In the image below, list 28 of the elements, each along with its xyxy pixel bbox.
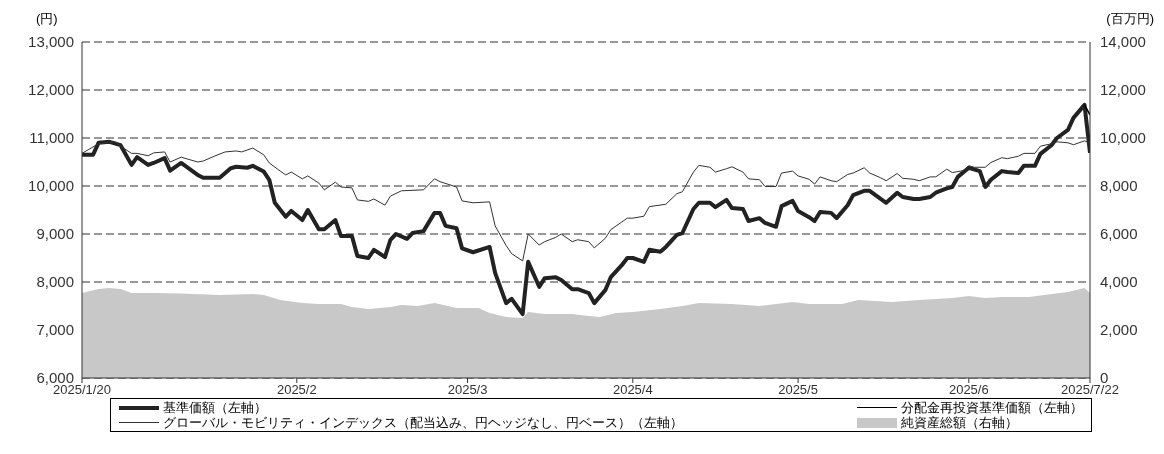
- x-tick-label: 2025/4: [612, 382, 653, 398]
- legend-label: 基準価額（左軸）: [163, 400, 267, 415]
- line-series: [82, 102, 1090, 317]
- y2-tick-label: 10,000: [1100, 129, 1146, 147]
- y2-tick-label: 8,000: [1100, 177, 1138, 195]
- y-tick-label: 10,000: [28, 177, 74, 195]
- x-tick-label: 2025/3: [447, 382, 488, 398]
- y2-tick-label: 6,000: [1100, 225, 1138, 243]
- y-axis-title: (円): [36, 10, 58, 28]
- y2-axis-title: (百万円): [1106, 10, 1154, 28]
- y-tick-label: 13,000: [28, 33, 74, 51]
- y-tick-label: 12,000: [28, 81, 74, 99]
- x-tick-label: 2025/1/20: [53, 382, 111, 398]
- legend-label: 分配金再投資基準価額（左軸）: [901, 400, 1083, 415]
- y2-tick-label: 14,000: [1100, 33, 1146, 51]
- y-tick-label: 8,000: [36, 273, 74, 291]
- x-tick-label: 2025/6: [948, 382, 989, 398]
- y-tick-label: 7,000: [36, 321, 74, 339]
- y-tick-label: 11,000: [29, 129, 74, 147]
- y2-tick-label: 4,000: [1100, 273, 1138, 291]
- x-tick-label: 2025/2: [276, 382, 317, 398]
- y2-tick-label: 2,000: [1100, 321, 1138, 339]
- x-tick-label: 2025/5: [778, 382, 818, 398]
- x-tick-label: 2025/7/22: [1061, 382, 1119, 398]
- y2-tick-label: 12,000: [1100, 81, 1146, 99]
- legend-label: グローバル・モビリティ・インデックス（配当込み、円ヘッジなし、円ベース）（左軸）: [163, 415, 683, 430]
- legend-label: 純資産総額（右軸）: [901, 415, 1018, 430]
- y-tick-label: 9,000: [36, 225, 74, 243]
